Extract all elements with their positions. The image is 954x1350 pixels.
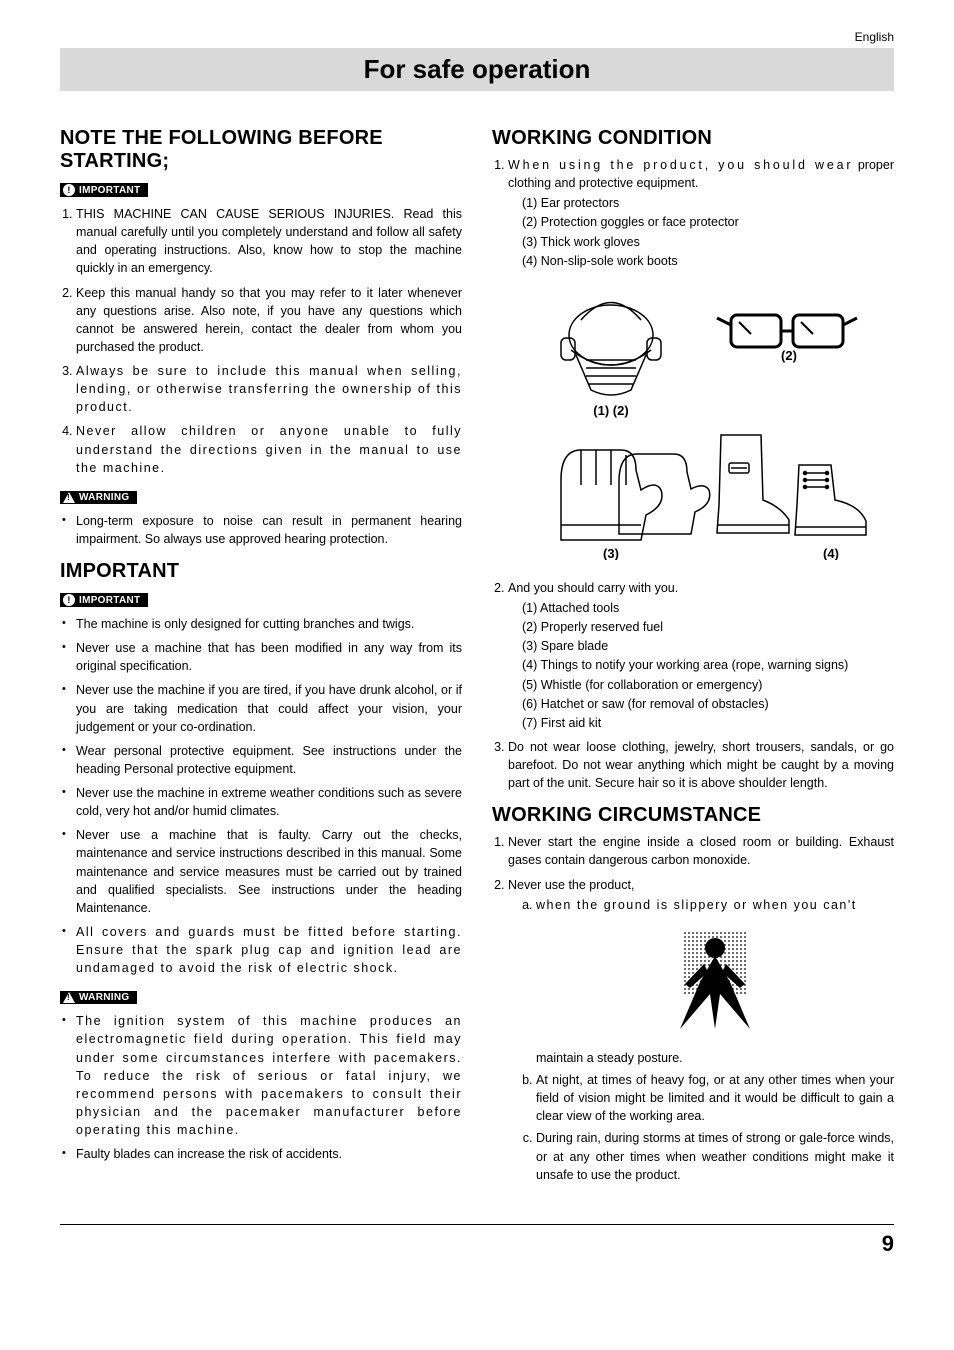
heading-working-condition: WORKING CONDITION — [492, 127, 894, 150]
list-item: And you should carry with you. (1) Attac… — [508, 579, 894, 732]
warning-label: WARNING — [79, 492, 129, 503]
list-item: (4) Things to notify your working area (… — [522, 656, 894, 674]
warning-badge: WARNING — [60, 491, 137, 504]
list-item: Wear personal protective equipment. See … — [76, 742, 462, 778]
list-item: Do not wear loose clothing, jewelry, sho… — [508, 738, 894, 792]
list-item: During rain, during storms at times of s… — [536, 1129, 894, 1183]
fig-label-2: (2) — [781, 348, 797, 363]
list-item: Never start the engine inside a closed r… — [508, 833, 894, 869]
warning-label: WARNING — [79, 992, 129, 1003]
list-item: when the ground is slippery or when you … — [536, 896, 894, 1067]
list-item: (7) First aid kit — [522, 714, 894, 732]
list-item: (4) Non-slip-sole work boots — [522, 252, 894, 270]
list-item: The ignition system of this machine prod… — [76, 1012, 462, 1139]
page-number: 9 — [60, 1224, 894, 1257]
list-item: (2) Properly reserved fuel — [522, 618, 894, 636]
list-item: (1) Ear protectors — [522, 194, 894, 212]
heading-important: IMPORTANT — [60, 560, 462, 583]
list-item: At night, at times of heavy fog, or at a… — [536, 1071, 894, 1125]
warning-list: Long-term exposure to noise can result i… — [60, 512, 462, 548]
list-item: Never use the product, when the ground i… — [508, 876, 894, 1184]
list-item: THIS MACHINE CAN CAUSE SERIOUS INJURIES.… — [76, 205, 462, 278]
important-badge: ! IMPORTANT — [60, 593, 148, 607]
list-item: Faulty blades can increase the risk of a… — [76, 1145, 462, 1163]
heading-working-circumstance: WORKING CIRCUMSTANCE — [492, 804, 894, 827]
left-column: NOTE THE FOLLOWING BEFORE STARTING; ! IM… — [60, 115, 462, 1194]
fig-label-12: (1) (2) — [593, 403, 628, 418]
info-icon: ! — [63, 184, 75, 196]
right-column: WORKING CONDITION When using the product… — [492, 115, 894, 1194]
list-item: Never use the machine in extreme weather… — [76, 784, 462, 820]
list-item: (1) Attached tools — [522, 599, 894, 617]
heading-note-before: NOTE THE FOLLOWING BEFORE STARTING; — [60, 127, 462, 173]
list-item: Never use a machine that is faulty. Carr… — [76, 826, 462, 917]
warning-badge: WARNING — [60, 991, 137, 1004]
condition-list: When using the product, you should wear … — [492, 156, 894, 792]
list-item: (6) Hatchet or saw (for removal of obsta… — [522, 695, 894, 713]
list-item: Never use the machine if you are tired, … — [76, 681, 462, 735]
list-item: (2) Protection goggles or face protector — [522, 213, 894, 231]
list-item: Long-term exposure to noise can result i… — [76, 512, 462, 548]
list-item: Always be sure to include this manual wh… — [76, 362, 462, 416]
circumstance-sublist: when the ground is slippery or when you … — [508, 896, 894, 1184]
fig-label-3: (3) — [603, 546, 619, 560]
carry-list: (1) Attached tools (2) Properly reserved… — [508, 599, 894, 732]
circumstance-list: Never start the engine inside a closed r… — [492, 833, 894, 1184]
list-item: Never use a machine that has been modifi… — [76, 639, 462, 675]
important-badge: ! IMPORTANT — [60, 183, 148, 197]
important-label: IMPORTANT — [79, 595, 140, 606]
important-label: IMPORTANT — [79, 185, 140, 196]
ppe-list: (1) Ear protectors (2) Protection goggle… — [508, 194, 894, 270]
posture-figure — [536, 924, 894, 1039]
list-item: When using the product, you should wear … — [508, 156, 894, 565]
warning-icon — [63, 492, 75, 503]
list-item: Keep this manual handy so that you may r… — [76, 284, 462, 357]
fig-label-4: (4) — [823, 546, 839, 560]
warning-list-2: The ignition system of this machine prod… — [60, 1012, 462, 1163]
ppe-figure: (2) (1) (2) — [508, 280, 894, 565]
page-title: For safe operation — [60, 48, 894, 91]
list-item: The machine is only designed for cutting… — [76, 615, 462, 633]
list-item: (3) Thick work gloves — [522, 233, 894, 251]
note-list: THIS MACHINE CAN CAUSE SERIOUS INJURIES.… — [60, 205, 462, 477]
list-item: Never allow children or anyone unable to… — [76, 422, 462, 476]
info-icon: ! — [63, 594, 75, 606]
list-item: All covers and guards must be fitted bef… — [76, 923, 462, 977]
warning-icon — [63, 992, 75, 1003]
list-item: (5) Whistle (for collaboration or emerge… — [522, 676, 894, 694]
important-list: The machine is only designed for cutting… — [60, 615, 462, 977]
list-item: (3) Spare blade — [522, 637, 894, 655]
language-label: English — [60, 30, 894, 44]
